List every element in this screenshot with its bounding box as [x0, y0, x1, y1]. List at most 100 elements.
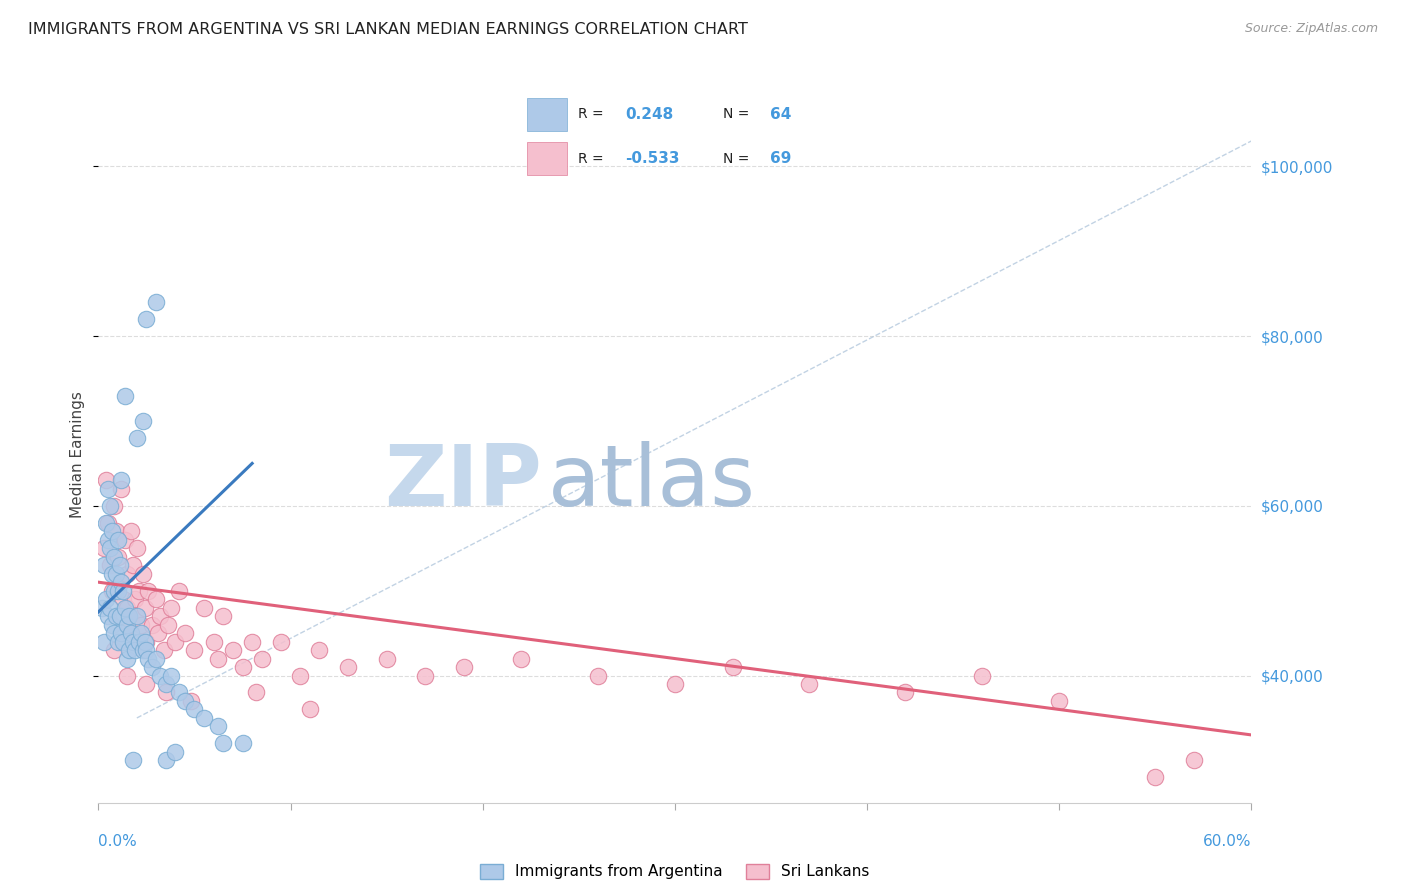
Point [131, 566, 153, 581]
Point [110, 474, 132, 488]
Point [98, 499, 121, 513]
Point [104, 524, 127, 539]
Point [118, 617, 141, 632]
Point [799, 677, 821, 691]
Point [131, 414, 153, 428]
Point [212, 736, 235, 750]
Text: N =: N = [723, 152, 749, 166]
Point [97, 533, 120, 547]
Point [118, 609, 141, 624]
Point [98, 541, 121, 556]
Point [117, 617, 139, 632]
Point [174, 626, 197, 640]
Point [91, 600, 114, 615]
Point [110, 575, 132, 590]
Point [135, 312, 157, 326]
Point [131, 643, 153, 657]
Point [129, 626, 152, 640]
Point [117, 566, 139, 581]
Text: 69: 69 [770, 151, 792, 166]
Point [207, 719, 229, 733]
Y-axis label: Median Earnings: Median Earnings [70, 392, 86, 518]
Point [107, 583, 129, 598]
Point [202, 634, 225, 648]
Point [135, 643, 157, 657]
Point [103, 626, 125, 640]
Bar [527, 142, 568, 176]
Point [155, 677, 177, 691]
Text: 64: 64 [770, 107, 792, 122]
Point [152, 643, 174, 657]
Point [93, 558, 115, 573]
Point [290, 668, 312, 682]
Point [112, 583, 135, 598]
Point [138, 651, 160, 665]
Point [165, 745, 187, 759]
Point [128, 583, 150, 598]
Point [222, 643, 245, 657]
Point [141, 660, 163, 674]
Point [124, 643, 146, 657]
Point [97, 516, 120, 530]
Point [93, 541, 115, 556]
Point [101, 566, 124, 581]
Point [134, 600, 156, 615]
Point [134, 634, 156, 648]
Point [721, 660, 744, 674]
Point [124, 592, 146, 607]
Point [108, 575, 131, 590]
Text: IMMIGRANTS FROM ARGENTINA VS SRI LANKAN MEDIAN EARNINGS CORRELATION CHART: IMMIGRANTS FROM ARGENTINA VS SRI LANKAN … [28, 22, 748, 37]
Point [108, 558, 131, 573]
Point [156, 617, 179, 632]
Point [122, 558, 145, 573]
Point [174, 694, 197, 708]
Point [1182, 753, 1205, 767]
Point [149, 668, 172, 682]
Point [413, 668, 436, 682]
Point [240, 634, 263, 648]
Point [117, 600, 139, 615]
Point [231, 660, 254, 674]
Point [94, 516, 117, 530]
Point [98, 600, 121, 615]
Bar [527, 97, 568, 131]
Point [1144, 770, 1167, 784]
Text: 0.248: 0.248 [624, 107, 673, 122]
Point [155, 685, 177, 699]
Point [308, 643, 330, 657]
Point [453, 660, 475, 674]
Point [117, 668, 139, 682]
Point [107, 549, 129, 564]
Point [93, 634, 115, 648]
Text: atlas: atlas [548, 442, 756, 524]
Point [103, 643, 125, 657]
Point [145, 592, 167, 607]
Point [122, 753, 145, 767]
Point [212, 609, 235, 624]
Text: ZIP: ZIP [385, 442, 543, 524]
Point [129, 617, 152, 632]
Point [101, 617, 124, 632]
Point [120, 524, 142, 539]
Point [180, 694, 202, 708]
Point [145, 295, 167, 310]
Point [125, 609, 148, 624]
Point [337, 660, 360, 674]
Point [135, 634, 157, 648]
Point [98, 558, 121, 573]
Point [167, 583, 190, 598]
Point [103, 499, 125, 513]
Point [114, 388, 136, 402]
Point [586, 668, 609, 682]
Point [165, 634, 187, 648]
Point [146, 626, 169, 640]
Point [122, 634, 145, 648]
Point [155, 753, 177, 767]
Point [207, 651, 229, 665]
Point [298, 702, 321, 716]
Point [104, 609, 127, 624]
Point [183, 702, 205, 716]
Text: Source: ZipAtlas.com: Source: ZipAtlas.com [1244, 22, 1378, 36]
Text: N =: N = [723, 108, 749, 121]
Point [193, 600, 215, 615]
